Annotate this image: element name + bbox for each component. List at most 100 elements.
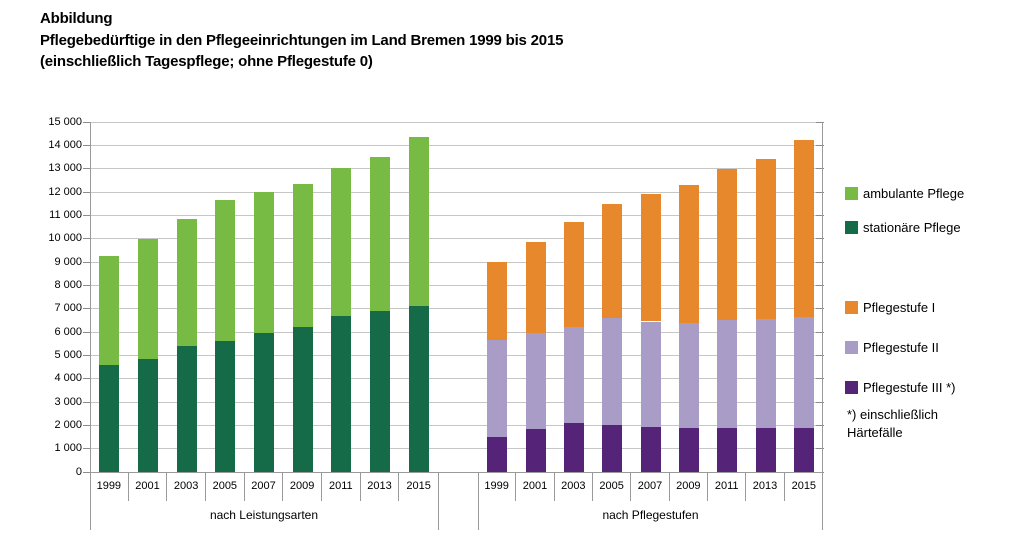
bar-segment (409, 137, 429, 307)
bar-segment (487, 437, 507, 472)
x-axis-year-label: 2005 (593, 472, 632, 501)
y-axis-tick (83, 401, 90, 403)
y-axis-tick (83, 238, 90, 240)
bar-segment (99, 256, 119, 365)
bar-segment (370, 311, 390, 472)
bar-segment (409, 306, 429, 472)
gridline (90, 378, 823, 380)
y-axis-tick-label: 2 000 (54, 418, 82, 431)
y-axis-tick-label: 15 000 (48, 115, 82, 128)
x-axis-year-label: 2013 (746, 472, 785, 501)
y-axis-tick-label: 10 000 (48, 232, 82, 245)
bar-segment (602, 318, 622, 426)
y-axis-tick (816, 448, 824, 450)
y-axis-tick-label: 5 000 (54, 348, 82, 361)
y-axis-tick (83, 284, 90, 286)
gridline (90, 331, 823, 333)
bar-segment (293, 183, 313, 328)
bar-segment (602, 203, 622, 318)
bar-segment (717, 427, 737, 472)
bar-segment (177, 346, 197, 472)
figure-subtitle-line: (einschließlich Tagespflege; ohne Pflege… (40, 53, 373, 70)
y-axis-tick (83, 331, 90, 333)
bar-segment (215, 341, 235, 472)
bar-segment (177, 218, 197, 346)
bar-segment (794, 427, 814, 472)
group-divider (478, 472, 479, 530)
x-axis-year-label: 2001 (129, 472, 168, 501)
y-axis-tick (816, 191, 824, 193)
bar-segment (602, 425, 622, 472)
plot-right-border (822, 122, 823, 530)
figure-title-line: Pflegebedürftige in den Pflegeeinrichtun… (40, 31, 564, 49)
x-axis-group-label: nach Pflegestufen (602, 508, 699, 522)
bar-segment (564, 423, 584, 472)
y-axis-tick (816, 354, 824, 356)
x-axis-year-label: 2003 (167, 472, 206, 501)
y-axis-tick (816, 378, 824, 380)
group-divider (438, 472, 439, 530)
bar-segment (564, 327, 584, 423)
y-axis-tick (83, 168, 90, 170)
y-axis-tick-label: 4 000 (54, 372, 82, 385)
gridline (90, 238, 823, 240)
x-axis-year-label: 2011 (708, 472, 747, 501)
bar-segment (254, 333, 274, 472)
y-axis-tick (83, 378, 90, 380)
y-axis-tick-label: 9 000 (54, 255, 82, 268)
bar-segment (331, 167, 351, 316)
figure-label: Abbildung (40, 10, 113, 27)
x-axis-year-label: 2009 (283, 472, 322, 501)
bar-segment (641, 194, 661, 322)
y-axis-tick-label: 7 000 (54, 302, 82, 315)
x-axis-year-label: 1999 (478, 472, 517, 501)
y-axis-tick (816, 424, 824, 426)
bar-segment (215, 200, 235, 342)
x-axis-year-label: 1999 (90, 472, 129, 501)
y-axis-tick (83, 471, 90, 473)
x-axis-year-label: 2009 (670, 472, 708, 501)
bar-segment (641, 321, 661, 427)
x-axis-year-label: 2003 (555, 472, 593, 501)
bar-segment (641, 426, 661, 472)
y-axis-tick-label: 6 000 (54, 325, 82, 338)
bar-segment (526, 242, 546, 334)
bar-segment (487, 340, 507, 437)
x-axis-year-label: 2007 (631, 472, 670, 501)
x-axis-year-label: 2013 (361, 472, 400, 501)
y-axis-line (90, 122, 91, 530)
gridline (90, 121, 823, 123)
figure-title-block: Abbildung Pflegebedürftige in den Pflege… (40, 8, 563, 73)
bar-segment (756, 427, 776, 472)
x-axis-line (90, 471, 823, 473)
gridline (90, 168, 823, 170)
bar-segment (794, 316, 814, 428)
y-axis-tick (83, 144, 90, 146)
y-axis-tick (83, 424, 90, 426)
gridline (90, 261, 823, 263)
bar-segment (756, 159, 776, 320)
gridline (90, 144, 823, 146)
x-axis-year-label: 2007 (245, 472, 284, 501)
gridline (90, 354, 823, 356)
y-axis-tick-label: 1 000 (54, 442, 82, 455)
y-axis-tick (816, 261, 824, 263)
y-axis-tick (83, 121, 90, 123)
y-axis-tick-label: 3 000 (54, 395, 82, 408)
gridline (90, 284, 823, 286)
gridline (90, 448, 823, 450)
bar-segment (794, 139, 814, 317)
bar-segment (717, 320, 737, 428)
gridline (90, 191, 823, 193)
y-axis-tick-label: 14 000 (48, 138, 82, 151)
bar-segment (564, 222, 584, 328)
y-axis-tick (816, 168, 824, 170)
bar-segment (679, 427, 699, 472)
y-axis-tick (816, 401, 824, 403)
bar-segment (526, 428, 546, 472)
x-axis-group-label: nach Leistungsarten (209, 508, 319, 522)
y-axis-tick-label: 12 000 (48, 185, 82, 198)
bar-segment (756, 319, 776, 428)
y-axis-tick (83, 308, 90, 310)
